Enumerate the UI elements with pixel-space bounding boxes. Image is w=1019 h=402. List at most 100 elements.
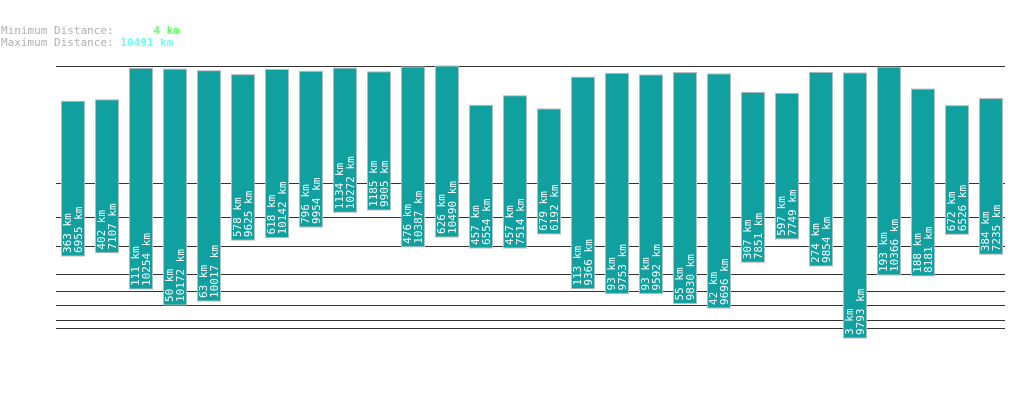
bar-min-label: 193 km — [877, 232, 890, 272]
bar-max-label: 7749 km — [786, 189, 799, 236]
bar-max-label: 9905 km — [378, 160, 391, 207]
bar-rect — [333, 67, 357, 213]
bar-rect — [231, 74, 255, 241]
bar-min-label: 796 km — [299, 184, 312, 224]
bar-rect — [707, 73, 731, 309]
bar-max-label: 8181 km — [922, 226, 935, 273]
bar-max-label: 9625 km — [242, 190, 255, 237]
bar-min-label: 476 km — [401, 204, 414, 244]
bar-rect — [435, 65, 459, 238]
bar-min-label: 42 km — [707, 272, 720, 305]
bar-rect — [809, 71, 833, 267]
bar-max-label: 10142 km — [276, 181, 289, 234]
bar-max-label: 6192 km — [548, 184, 561, 231]
bar-min-label: 3 km — [843, 308, 856, 335]
bar-min-label: 307 km — [741, 219, 754, 259]
bar-rect — [945, 105, 969, 235]
bar-rect — [979, 98, 1003, 255]
bar-max-label: 6554 km — [480, 198, 493, 245]
bar-min-label: 457 km — [503, 205, 516, 245]
bar-rect — [537, 108, 561, 235]
bar-min-label: 50 km — [163, 269, 176, 302]
bar-min-label: 63 km — [197, 265, 210, 298]
bar-rect — [503, 95, 527, 249]
bar-max-label: 10254 km — [140, 233, 153, 286]
bar-min-label: 626 km — [435, 194, 448, 234]
bar-max-label: 7235 km — [990, 204, 1003, 251]
bar-rect — [741, 91, 765, 263]
bar-max-label: 7514 km — [514, 198, 527, 245]
bar-max-label: 10172 km — [174, 249, 187, 302]
bar-rect — [775, 92, 799, 240]
bar-max-label: 7107 km — [106, 203, 119, 250]
bar-min-label: 55 km — [673, 267, 686, 300]
bar-max-label: 9366 km — [582, 239, 595, 286]
bar-min-label: 457 km — [469, 205, 482, 245]
bar-rect — [163, 68, 187, 306]
bar-rect — [129, 67, 153, 290]
bar-rect — [571, 76, 595, 290]
bar-rect — [367, 71, 391, 211]
bar-max-label: 10272 km — [344, 156, 357, 209]
bar-max-label: 9592 km — [650, 244, 663, 291]
max-distance-row: Maximum Distance: 10491 km — [1, 37, 173, 49]
max-distance-label: Maximum Distance: — [1, 36, 114, 49]
bar-min-label: 113 km — [571, 246, 584, 286]
bar-max-label: 10017 km — [208, 245, 221, 298]
bar-rect — [61, 100, 85, 257]
bar-max-label: 10387 km — [412, 190, 425, 243]
bar-min-label: 188 km — [911, 233, 924, 273]
bar-max-label: 9954 km — [310, 177, 323, 224]
bar-rect — [265, 68, 289, 239]
bar-rect — [639, 74, 663, 294]
bar-min-label: 363 km — [61, 213, 74, 253]
min-distance-value: 4 km — [153, 24, 180, 37]
bar-max-label: 10366 km — [888, 219, 901, 272]
bar-max-label: 9696 km — [718, 258, 731, 305]
bar-min-label: 1185 km — [367, 160, 380, 207]
bar-min-label: 111 km — [129, 246, 142, 286]
bar-rect — [469, 104, 493, 249]
bar-min-label: 618 km — [265, 194, 278, 234]
bar-rect — [911, 88, 935, 277]
bar-rect — [605, 72, 629, 294]
bar-max-label: 9753 km — [616, 244, 629, 291]
bar-min-label: 679 km — [537, 191, 550, 231]
bar-rect — [673, 72, 697, 304]
bar-min-label: 274 km — [809, 223, 822, 263]
bar-max-label: 9793 km — [854, 288, 867, 335]
bar-min-label: 672 km — [945, 191, 958, 231]
bar-rect — [95, 99, 119, 254]
bar-min-label: 93 km — [605, 257, 618, 290]
bar-rect — [299, 70, 323, 228]
